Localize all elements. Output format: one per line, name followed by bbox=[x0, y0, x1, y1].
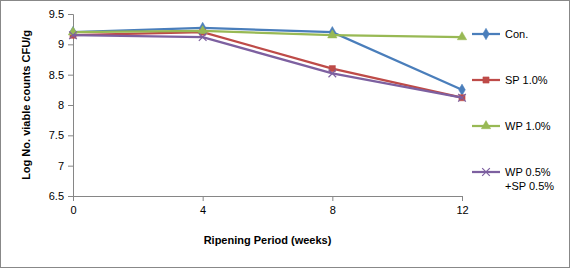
x-tick-label: 12 bbox=[456, 204, 468, 216]
legend-label: WP 0.5%+SP 0.5% bbox=[505, 166, 554, 192]
x-tick-label: 4 bbox=[200, 204, 206, 216]
y-tick: 8 bbox=[58, 99, 73, 111]
y-tick-label: 8.5 bbox=[49, 69, 64, 81]
y-tick-label: 8 bbox=[58, 99, 64, 111]
x-tick-mark bbox=[73, 196, 74, 201]
x-tick: 4 bbox=[200, 196, 206, 216]
y-tick-mark bbox=[68, 14, 73, 15]
y-tick-mark bbox=[68, 44, 73, 45]
series-marker bbox=[329, 70, 337, 78]
legend-marker bbox=[481, 121, 490, 129]
y-tick-mark bbox=[68, 135, 73, 136]
y-tick-mark bbox=[68, 196, 73, 197]
x-tick-mark bbox=[332, 196, 333, 201]
y-tick: 9.5 bbox=[49, 8, 73, 20]
plot: 6.5 7 7.5 8 8.5 9 9.5 0 4 8 12 bbox=[49, 8, 469, 216]
legend-entry: SP 1.0% bbox=[472, 74, 548, 86]
series-line bbox=[73, 28, 462, 90]
series-marker bbox=[458, 94, 466, 102]
series-marker bbox=[328, 30, 337, 38]
legend-label: WP 1.0% bbox=[505, 120, 551, 132]
series-marker bbox=[199, 33, 207, 41]
legend-label: Con. bbox=[505, 28, 528, 40]
x-tick-label: 8 bbox=[330, 204, 336, 216]
y-tick-label: 7.5 bbox=[49, 129, 64, 141]
legend-entry: WP 1.0% bbox=[472, 120, 551, 132]
y-tick-mark bbox=[68, 105, 73, 106]
legend-marker bbox=[483, 77, 489, 83]
y-tick: 7.5 bbox=[49, 129, 73, 141]
y-tick-mark bbox=[68, 166, 73, 167]
x-tick: 0 bbox=[70, 196, 76, 216]
series-group bbox=[68, 22, 466, 101]
legend-entry: Con. bbox=[472, 28, 528, 40]
y-axis-title: Log No. viable counts CFU/g bbox=[20, 30, 32, 180]
legend-marker bbox=[482, 168, 490, 176]
series-marker bbox=[459, 84, 466, 95]
x-tick: 12 bbox=[456, 196, 468, 216]
series-line bbox=[73, 35, 462, 97]
y-tick: 7 bbox=[58, 160, 73, 172]
chart-border bbox=[1, 1, 570, 268]
x-tick-mark bbox=[462, 196, 463, 201]
series-marker bbox=[69, 31, 77, 39]
y-axis-line bbox=[68, 15, 74, 197]
x-tick: 8 bbox=[330, 196, 336, 216]
x-axis-line bbox=[74, 197, 463, 202]
x-axis-title: Ripening Period (weeks) bbox=[204, 234, 332, 246]
y-tick: 8.5 bbox=[49, 69, 73, 81]
series-marker bbox=[457, 32, 466, 40]
y-tick-label: 6.5 bbox=[49, 190, 64, 202]
y-tick-label: 9 bbox=[58, 38, 64, 50]
legend: Con. SP 1.0% WP 1.0% WP 0.5%+SP 0.5% bbox=[472, 28, 554, 192]
y-tick-label: 9.5 bbox=[49, 8, 64, 20]
y-tick: 6.5 bbox=[49, 190, 73, 202]
legend-marker bbox=[483, 28, 490, 39]
legend-entry: WP 0.5%+SP 0.5% bbox=[472, 166, 554, 192]
series-marker bbox=[198, 26, 207, 34]
series-marker bbox=[68, 27, 77, 35]
chart: 6.5 7 7.5 8 8.5 9 9.5 0 4 8 12 Ripening Period (wee… bbox=[0, 0, 570, 268]
x-tick-mark bbox=[203, 196, 204, 201]
series-line bbox=[73, 32, 462, 98]
y-tick-label: 7 bbox=[58, 160, 64, 172]
x-axis: 0 4 8 12 bbox=[70, 196, 468, 216]
y-tick: 9 bbox=[58, 38, 73, 50]
x-tick-label: 0 bbox=[70, 204, 76, 216]
y-tick-mark bbox=[68, 75, 73, 76]
legend-label: SP 1.0% bbox=[505, 74, 548, 86]
